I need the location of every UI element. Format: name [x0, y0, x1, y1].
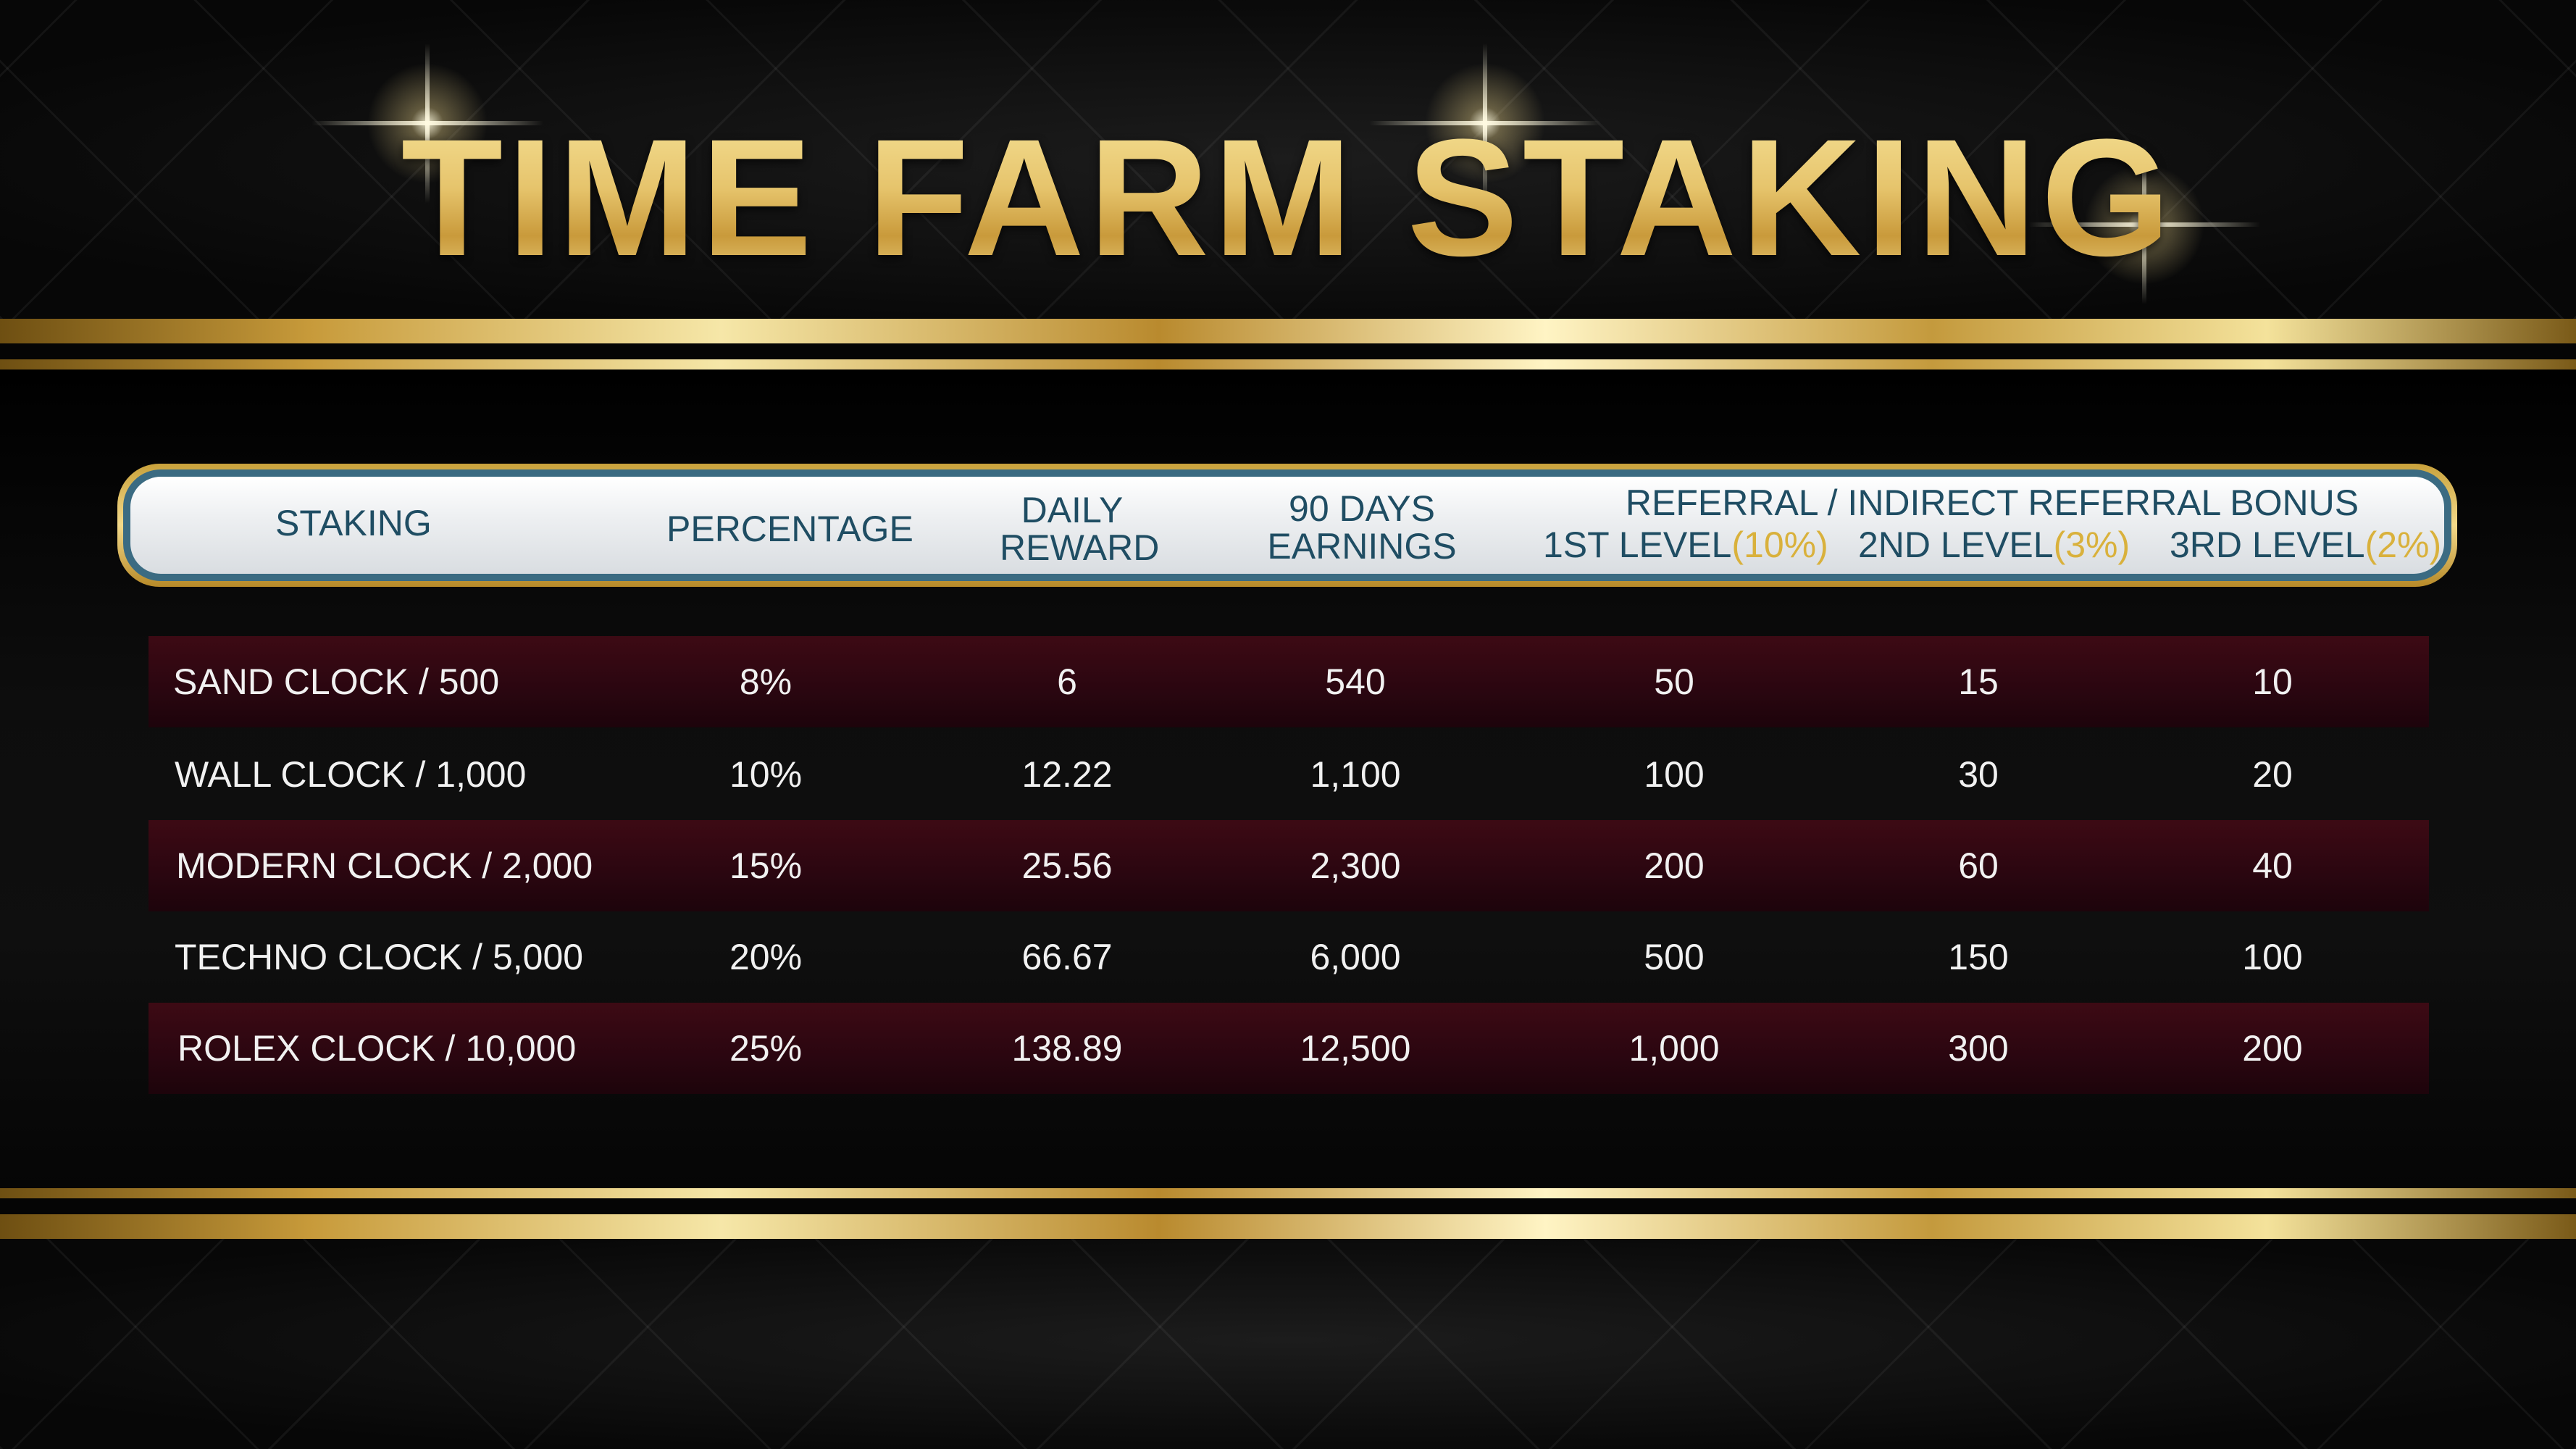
row-level3: 40 — [2200, 820, 2345, 911]
row-staking-name: MODERN CLOCK / 2,000 — [176, 820, 593, 911]
header-level1-pct: (10%) — [1731, 525, 1828, 565]
row-daily-reward: 66.67 — [995, 911, 1139, 1003]
header-daily-reward-line1: DAILY — [1000, 491, 1145, 529]
table-header-inner: STAKING PERCENTAGE DAILY REWARD 90 DAYS … — [123, 469, 2451, 581]
row-level2: 300 — [1906, 1003, 2051, 1094]
header-referral-title: REFERRAL / INDIRECT REFERRAL BONUS — [1579, 484, 2405, 522]
page-title: TIME FARM STAKING — [0, 101, 2576, 293]
row-level1: 100 — [1602, 729, 1747, 820]
row-staking-name: TECHNO CLOCK / 5,000 — [175, 911, 583, 1003]
row-staking-name: ROLEX CLOCK / 10,000 — [177, 1003, 576, 1094]
row-daily-reward: 6 — [995, 636, 1139, 727]
row-staking-name: SAND CLOCK / 500 — [173, 636, 499, 727]
table-row: WALL CLOCK / 1,000 10% 12.22 1,100 100 3… — [149, 729, 2429, 820]
header-level1: 1ST LEVEL(10%) — [1543, 526, 1828, 564]
header-earnings-line1: 90 DAYS — [1260, 490, 1463, 527]
row-level2: 30 — [1906, 729, 2051, 820]
gold-divider-top-thin — [0, 359, 2576, 369]
table-row: MODERN CLOCK / 2,000 15% 25.56 2,300 200… — [149, 820, 2429, 911]
gold-divider-top — [0, 319, 2576, 343]
row-percentage: 15% — [693, 820, 838, 911]
gold-divider-bottom-thin — [0, 1188, 2576, 1198]
row-level3: 200 — [2200, 1003, 2345, 1094]
row-level3: 20 — [2200, 729, 2345, 820]
header-level3-label: 3RD LEVEL — [2170, 525, 2365, 565]
header-level2-pct: (3%) — [2054, 525, 2130, 565]
header-daily-reward: DAILY REWARD — [1000, 491, 1145, 567]
row-daily-reward: 12.22 — [995, 729, 1139, 820]
header-staking: STAKING — [275, 504, 432, 542]
header-earnings: 90 DAYS EARNINGS — [1260, 490, 1463, 565]
header-level3: 3RD LEVEL(2%) — [2170, 526, 2441, 564]
row-level3: 100 — [2200, 911, 2345, 1003]
row-earnings: 2,300 — [1283, 820, 1428, 911]
row-percentage: 8% — [693, 636, 838, 727]
row-daily-reward: 25.56 — [995, 820, 1139, 911]
row-level1: 500 — [1602, 911, 1747, 1003]
row-level1: 1,000 — [1602, 1003, 1747, 1094]
row-level2: 150 — [1906, 911, 2051, 1003]
gold-divider-bottom — [0, 1214, 2576, 1239]
header-daily-reward-line2: REWARD — [1000, 529, 1145, 567]
table-header: STAKING PERCENTAGE DAILY REWARD 90 DAYS … — [117, 464, 2457, 587]
header-level1-label: 1ST LEVEL — [1543, 525, 1731, 565]
row-earnings: 12,500 — [1283, 1003, 1428, 1094]
row-percentage: 25% — [693, 1003, 838, 1094]
row-level1: 50 — [1602, 636, 1747, 727]
header-percentage: PERCENTAGE — [666, 510, 913, 548]
row-percentage: 20% — [693, 911, 838, 1003]
row-earnings: 6,000 — [1283, 911, 1428, 1003]
table-row: ROLEX CLOCK / 10,000 25% 138.89 12,500 1… — [149, 1003, 2429, 1094]
row-level3: 10 — [2200, 636, 2345, 727]
header-level2-label: 2ND LEVEL — [1858, 525, 2054, 565]
row-staking-name: WALL CLOCK / 1,000 — [175, 729, 526, 820]
header-earnings-line2: EARNINGS — [1260, 527, 1463, 565]
row-level2: 60 — [1906, 820, 2051, 911]
table-row: SAND CLOCK / 500 8% 6 540 50 15 10 — [149, 636, 2429, 727]
row-daily-reward: 138.89 — [995, 1003, 1139, 1094]
header-level2: 2ND LEVEL(3%) — [1858, 526, 2130, 564]
row-earnings: 1,100 — [1283, 729, 1428, 820]
row-percentage: 10% — [693, 729, 838, 820]
row-level2: 15 — [1906, 636, 2051, 727]
table-row: TECHNO CLOCK / 5,000 20% 66.67 6,000 500… — [149, 911, 2429, 1003]
row-level1: 200 — [1602, 820, 1747, 911]
bottom-background-pattern — [0, 1232, 2576, 1449]
row-earnings: 540 — [1283, 636, 1428, 727]
header-level3-pct: (2%) — [2365, 525, 2442, 565]
